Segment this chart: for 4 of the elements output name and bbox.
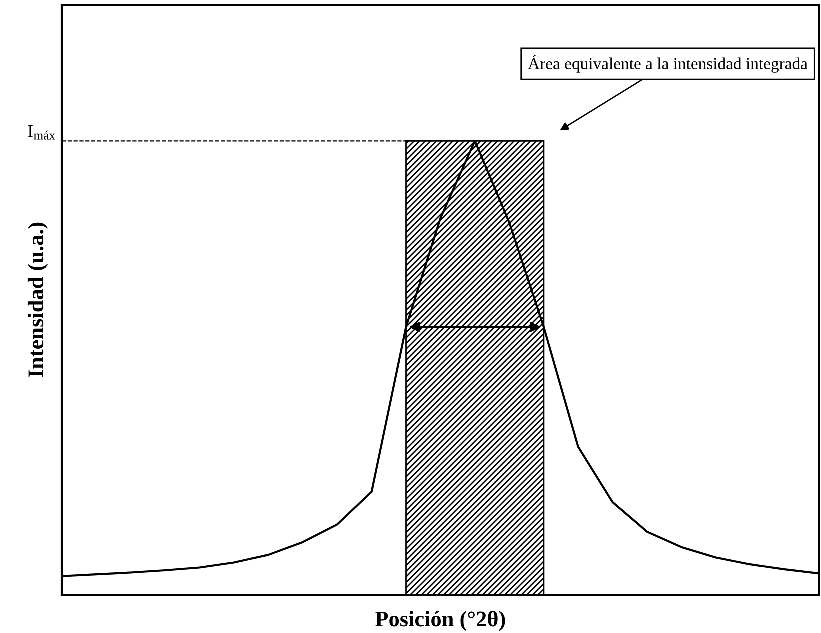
x-axis-title: Posición (°2θ) — [376, 610, 506, 632]
y-axis-title: Intensidad (u.a.) — [28, 222, 48, 378]
text: Área equivalente a la intensidad integrada — [528, 55, 808, 73]
ref-line-label: I$_{máx}$ — [28, 125, 56, 140]
